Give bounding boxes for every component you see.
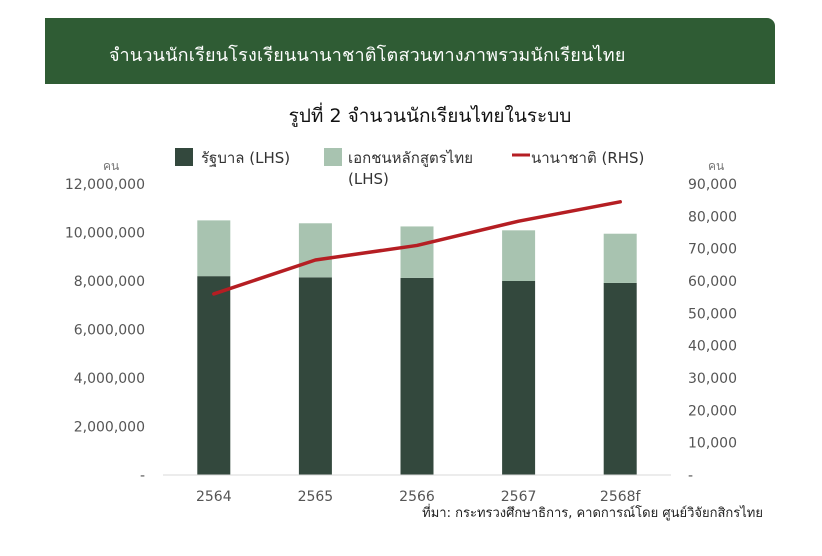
legend-swatch-government <box>175 148 193 166</box>
y-tick-left: 12,000,000 <box>65 177 145 193</box>
line-international <box>212 200 622 296</box>
bar-private-thai <box>400 226 434 278</box>
y-axis-label-left: คน <box>103 159 119 173</box>
bar-government <box>603 282 637 475</box>
x-tick: 2564 <box>196 489 232 505</box>
y-tick-right: 90,000 <box>688 177 737 193</box>
chart-title: รูปที่ 2 จำนวนนักเรียนไทยในระบบ <box>289 102 572 127</box>
y-tick-left: 2,000,000 <box>74 420 145 436</box>
y-tick-right: - <box>688 468 693 484</box>
bar-government <box>400 277 434 475</box>
bar-government <box>197 276 231 475</box>
y-axis-right: - 10,000 20,000 30,000 40,000 50,000 60,000 70,… <box>688 177 737 484</box>
legend-label-private-thai: เอกชนหลักสูตรไทย(LHS) <box>348 149 473 188</box>
y-tick-left: 6,000,000 <box>74 323 145 339</box>
legend-swatch-private-thai <box>324 148 342 166</box>
x-tick: 2565 <box>298 489 334 505</box>
y-tick-right: 60,000 <box>688 274 737 290</box>
chart-svg: รูปที่ 2 จำนวนนักเรียนไทยในระบบ รัฐบาล (… <box>65 102 763 521</box>
bar-private-thai <box>603 233 637 283</box>
x-tick: 2566 <box>399 489 435 505</box>
header-title: จำนวนนักเรียนโรงเรียนนานาชาติโตสวนทางภาพ… <box>109 45 626 66</box>
bar-government <box>298 277 332 475</box>
y-axis-label-right: คน <box>708 159 724 173</box>
chart-card: จำนวนนักเรียนโรงเรียนนานาชาติโตสวนทางภาพ… <box>45 18 775 530</box>
legend: รัฐบาล (LHS) เอกชนหลักสูตรไทย(LHS) นานาช… <box>175 148 644 188</box>
x-axis: 2564 2565 2566 2567 2568f <box>196 489 642 505</box>
y-tick-right: 70,000 <box>688 242 737 258</box>
y-tick-left: 8,000,000 <box>74 274 145 290</box>
y-tick-right: 50,000 <box>688 306 737 322</box>
x-tick: 2567 <box>501 489 537 505</box>
source-note: ที่มา: กระทรวงศึกษาธิการ, คาดการณ์โดย ศู… <box>422 504 763 521</box>
y-tick-right: 20,000 <box>688 403 737 419</box>
header-banner: จำนวนนักเรียนโรงเรียนนานาชาติโตสวนทางภาพ… <box>45 18 775 84</box>
y-tick-right: 10,000 <box>688 436 737 452</box>
y-tick-left: 4,000,000 <box>74 371 145 387</box>
line-series-international <box>212 200 622 296</box>
bar-government <box>502 281 536 475</box>
bar-private-thai <box>197 220 231 277</box>
y-tick-left: - <box>140 468 145 484</box>
y-tick-right: 80,000 <box>688 209 737 225</box>
legend-label-government: รัฐบาล (LHS) <box>201 149 290 167</box>
y-tick-left: 10,000,000 <box>65 226 145 242</box>
y-axis-left: - 2,000,000 4,000,000 6,000,000 8,000,000 10,… <box>65 177 145 484</box>
y-tick-right: 30,000 <box>688 371 737 387</box>
legend-label-international: นานาชาติ (RHS) <box>531 149 644 167</box>
chart-area: รูปที่ 2 จำนวนนักเรียนไทยในระบบ รัฐบาล (… <box>45 84 775 530</box>
bar-private-thai <box>502 230 536 281</box>
bars <box>197 220 637 475</box>
y-tick-right: 40,000 <box>688 339 737 355</box>
x-tick: 2568f <box>600 489 642 505</box>
bar-private-thai <box>298 223 332 278</box>
